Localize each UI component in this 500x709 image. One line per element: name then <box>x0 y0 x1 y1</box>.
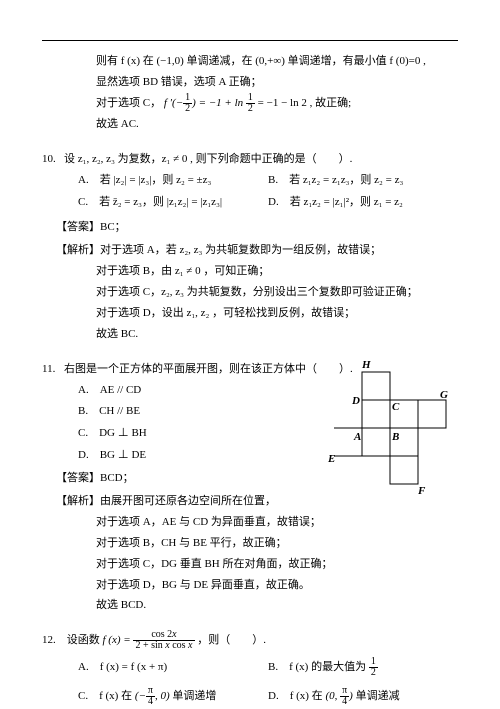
question-10: 10.设 z₁, z₂, z₃ 为复数，z₁ ≠ 0 , 则下列命题中正确的是（… <box>42 149 458 345</box>
svg-text:G: G <box>440 389 448 401</box>
cont-line3: 对于选项 C， f ′(−12) = −1 + ln 12 = −1 − ln … <box>96 93 458 114</box>
q10-opt-c: C. 若 z̄₂ = z₃，则 |z₁z₂| = |z₁z₃| <box>78 192 268 213</box>
q10-opt-d: D. 若 z₁z₂ = |z₁|²，则 z₁ = z₂ <box>268 192 458 213</box>
q12-options: A. f (x) = f (x + π) B. f (x) 的最大值为 12 C… <box>78 657 458 709</box>
cube-net-figure: H D C G A B E F <box>314 352 454 510</box>
continued-solution: 则有 f (x) 在 (−1,0) 单调递减，在 (0,+∞) 单调递增，有最小… <box>96 51 458 135</box>
q10-stem: 10.设 z₁, z₂, z₃ 为复数，z₁ ≠ 0 , 则下列命题中正确的是（… <box>42 149 458 170</box>
svg-text:F: F <box>417 485 426 497</box>
cont-line1: 则有 f (x) 在 (−1,0) 单调递减，在 (0,+∞) 单调递增，有最小… <box>96 51 458 72</box>
svg-text:B: B <box>391 431 399 443</box>
q12-opt-c: C. f (x) 在 (−π4, 0) 单调递增 <box>78 686 268 707</box>
q10-explanation: 【解析】对于选项 A，若 z₂, z₃ 为共轭复数即为一组反例，故错误； 对于选… <box>56 240 458 344</box>
q10-opt-b: B. 若 z₁z₂ = z₁z₃，则 z₂ = z₃ <box>268 170 458 191</box>
q12-opt-a: A. f (x) = f (x + π) <box>78 657 268 678</box>
svg-text:D: D <box>351 395 360 407</box>
q10-options: A. 若 |z₂| = |z₃|，则 z₂ = ±z₃ B. 若 z₁z₂ = … <box>78 170 458 216</box>
cont-line4: 故选 AC. <box>96 114 458 135</box>
q10-answer: 【答案】BC； <box>56 217 458 238</box>
svg-text:E: E <box>327 453 335 465</box>
page-rule <box>42 40 458 41</box>
q12-opt-b: B. f (x) 的最大值为 12 <box>268 657 458 678</box>
cont-line2: 显然选项 BD 错误，选项 A 正确； <box>96 72 458 93</box>
q10-opt-a: A. 若 |z₂| = |z₃|，则 z₂ = ±z₃ <box>78 170 268 191</box>
svg-text:C: C <box>392 401 400 413</box>
cube-net-svg: H D C G A B E F <box>314 352 454 502</box>
svg-text:H: H <box>361 359 371 371</box>
svg-text:A: A <box>353 431 361 443</box>
q12-stem: 12. 设函数 f (x) = cos 2x2 + sin x cos x ，则… <box>42 630 458 651</box>
question-12: 12. 设函数 f (x) = cos 2x2 + sin x cos x ，则… <box>42 630 458 709</box>
q12-opt-d: D. f (x) 在 (0, π4) 单调递减 <box>268 686 458 707</box>
